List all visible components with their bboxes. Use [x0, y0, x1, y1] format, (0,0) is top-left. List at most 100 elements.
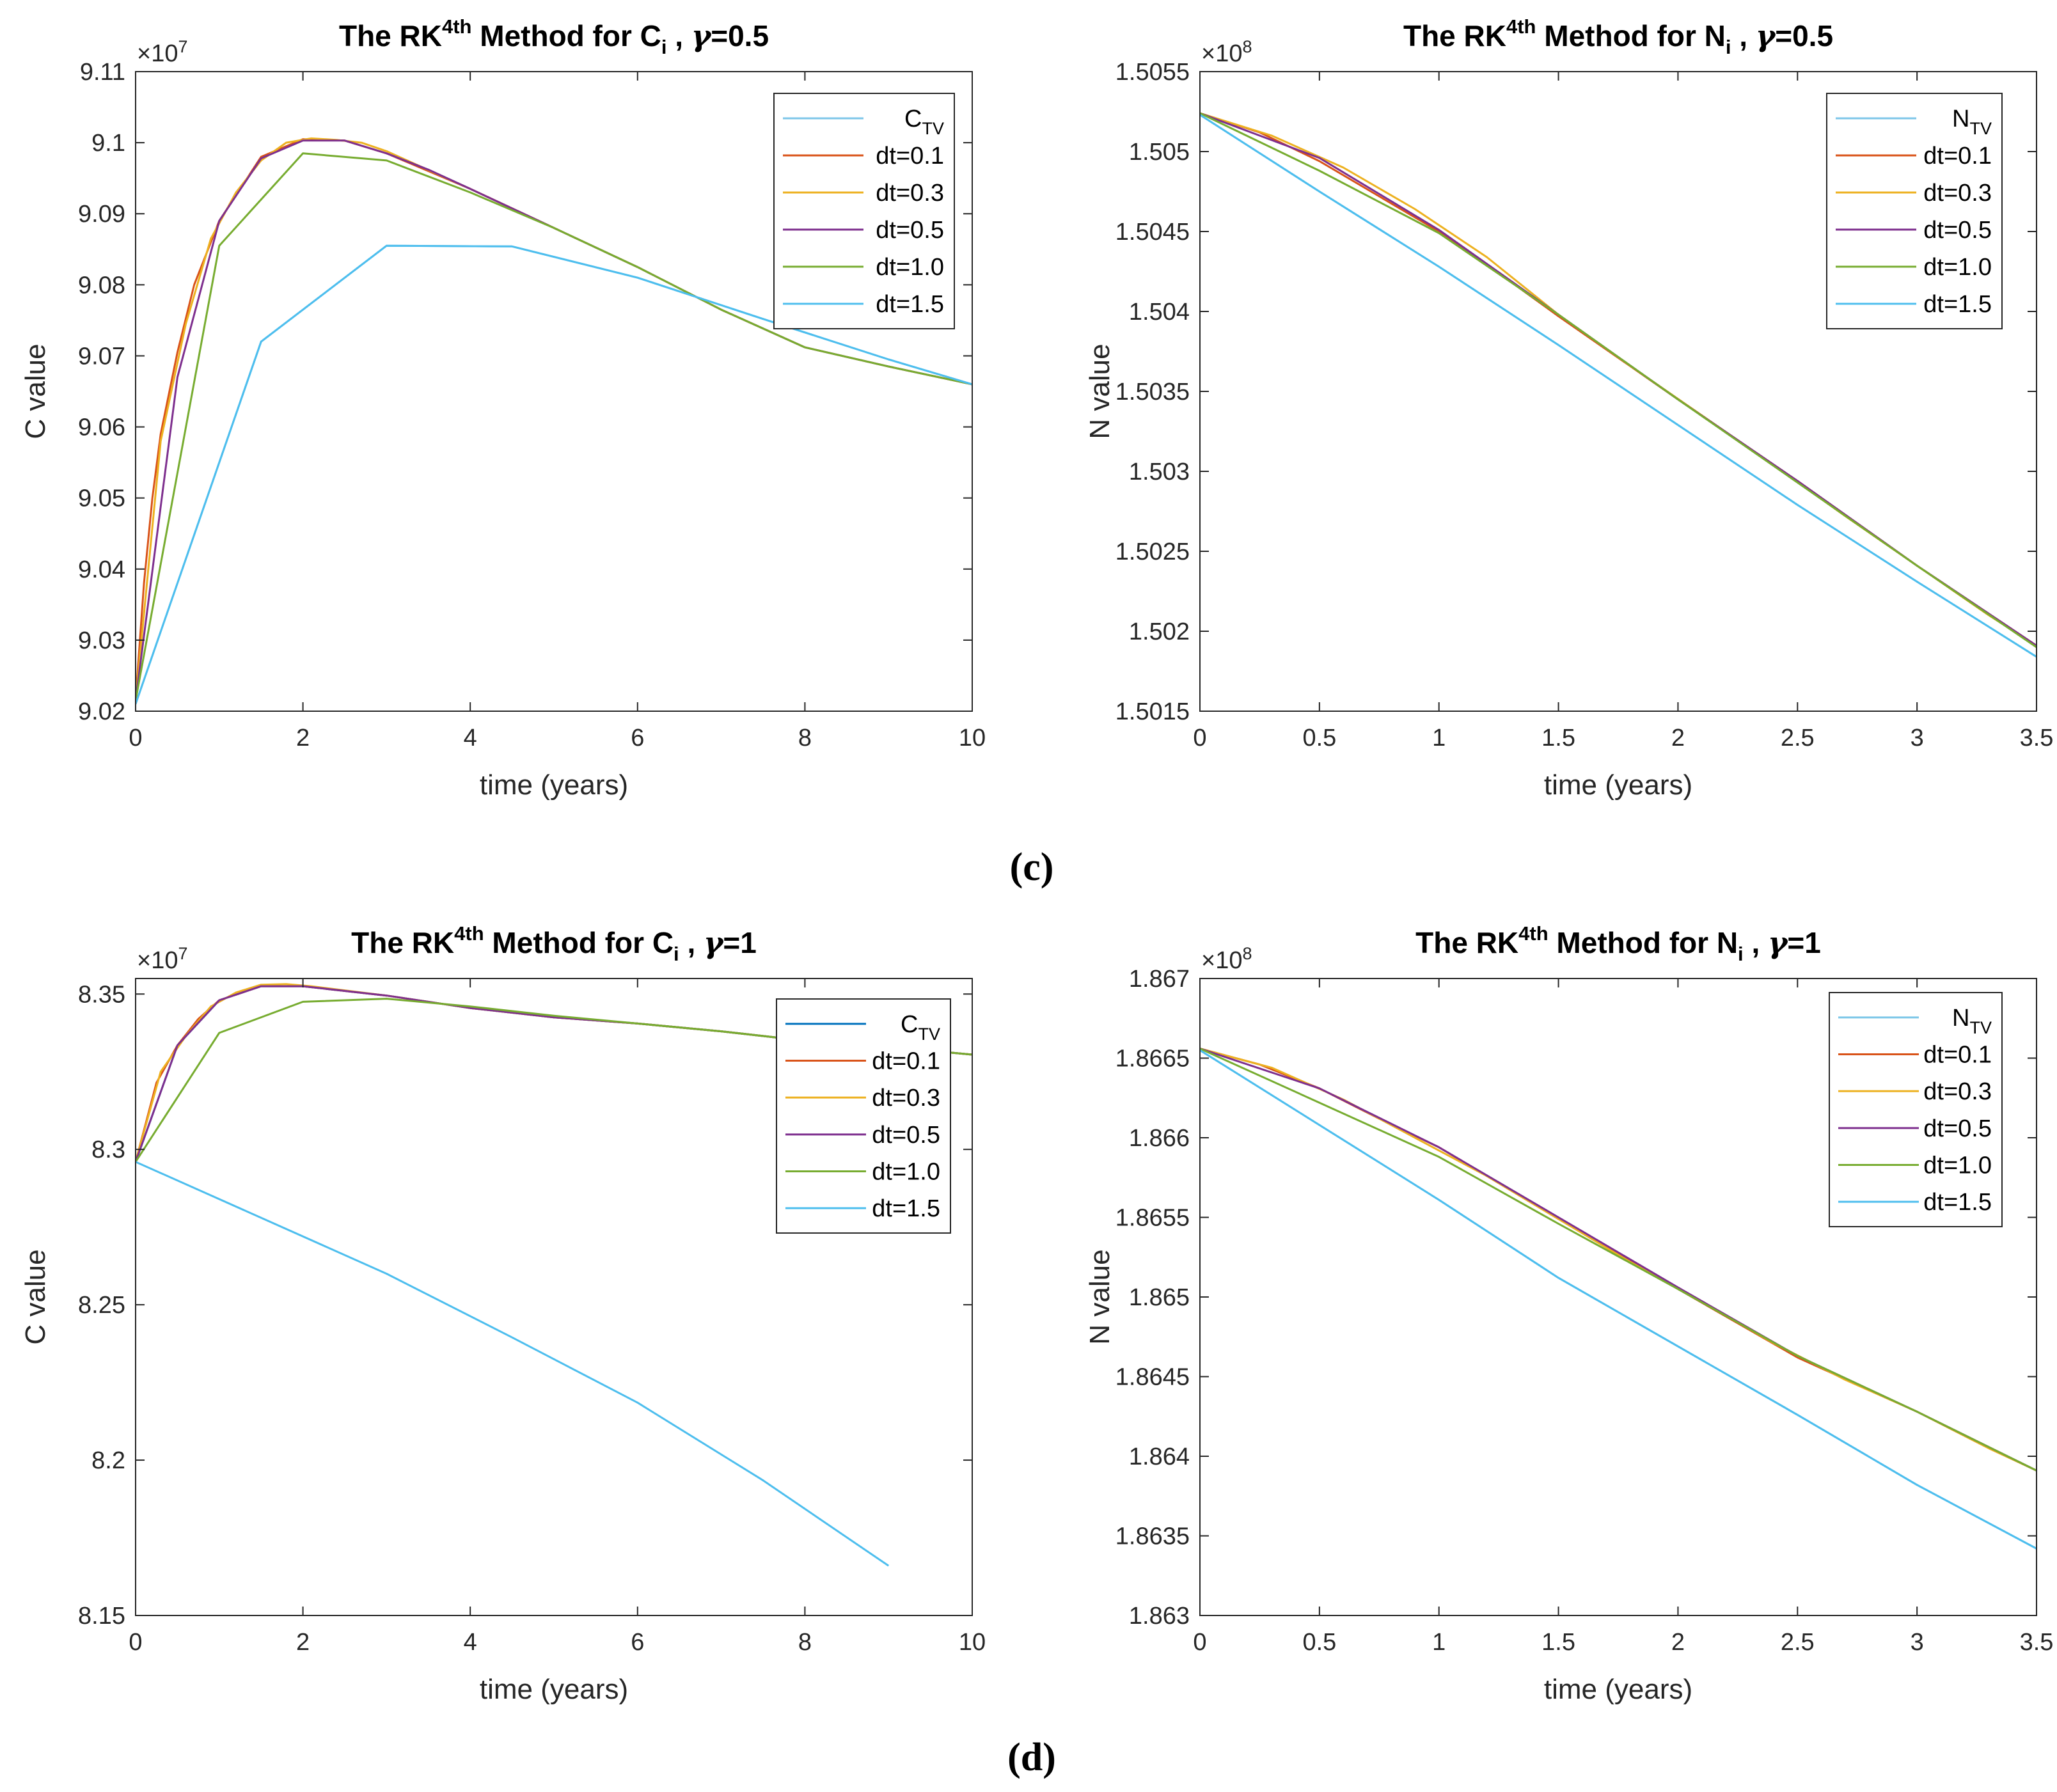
legend-entry: dt=1.0: [1923, 254, 1992, 281]
y-tick-label: 1.5015: [1115, 698, 1190, 725]
x-tick-label: 0.5: [1302, 725, 1336, 751]
legend: CTV dt=0.1 dt=0.3 dt=0.5 dt=1.0 dt=1.5: [773, 93, 955, 329]
y-tick-label: 1.505: [1129, 139, 1190, 166]
y-tick-label: 9.02: [78, 698, 125, 725]
x-tick-label: 1: [1432, 725, 1446, 751]
y-tick-label: 8.35: [78, 981, 125, 1008]
legend-box: [776, 998, 951, 1234]
y-exponent-label: ×107: [137, 37, 188, 67]
x-tick-label: 2.5: [1781, 725, 1815, 751]
legend-entry: NTV: [1952, 1005, 1992, 1037]
y-tick-label: 9.04: [78, 556, 125, 583]
x-tick-label: 6: [631, 725, 644, 751]
chart-0: 0 2 4 6 8 10 9.02 9.03 9.04 9.05 9.06 9.07 9.08 9.09 9…: [20, 15, 986, 801]
y-tick-label: 9.05: [78, 485, 125, 512]
chart-title: The RK4th Method for Ci , γ=0.5: [339, 15, 769, 58]
panel-label-d: (d): [1007, 1736, 1056, 1779]
x-axis-label: time (years): [480, 769, 628, 801]
legend-entry: dt=0.5: [1923, 1115, 1992, 1142]
series-line-dt10: [1200, 112, 2037, 648]
y-tick-label: 9.06: [78, 414, 125, 441]
x-tick-label: 3.5: [2020, 725, 2054, 751]
x-tick-label: 10: [959, 725, 986, 751]
legend-entry: dt=0.5: [1923, 217, 1992, 244]
x-tick-label: 0: [129, 1629, 142, 1656]
x-axis-label: time (years): [480, 1674, 628, 1705]
series-group: [136, 137, 972, 705]
legend-entry: dt=1.0: [1923, 1152, 1992, 1179]
y-tick-label: 1.8655: [1115, 1205, 1190, 1232]
x-tick-label: 0.5: [1302, 1629, 1336, 1656]
chart-title: The RK4th Method for Ni , γ=0.5: [1403, 15, 1833, 58]
series-line-dt15: [1200, 114, 2037, 658]
legend-box: [1829, 992, 2003, 1227]
legend-entry: dt=0.1: [1923, 1042, 1992, 1069]
y-exponent-label: ×108: [1201, 37, 1252, 67]
x-tick-label: 1: [1432, 1629, 1446, 1656]
y-tick-label: 1.864: [1129, 1443, 1190, 1470]
legend-entry: CTV: [904, 106, 944, 138]
y-tick-label: 1.8635: [1115, 1523, 1190, 1550]
x-tick-label: 2: [1671, 725, 1685, 751]
series-group: [1200, 112, 2037, 658]
charts-container: 0 2 4 6 8 109.029.039.049.059.069.079.089.099…: [20, 15, 2053, 1705]
legend-entry: dt=0.5: [876, 217, 944, 244]
y-tick-label: 1.5045: [1115, 219, 1190, 246]
y-tick-label: 1.8645: [1115, 1364, 1190, 1391]
y-tick-label: 1.5025: [1115, 538, 1190, 565]
y-tick-label: 1.863: [1129, 1603, 1190, 1630]
y-axis-label: N value: [1084, 1249, 1115, 1344]
legend-entry: dt=0.1: [872, 1048, 940, 1075]
legend-box: [1826, 93, 2003, 329]
x-tick-label: 8: [798, 1629, 812, 1656]
series-line-dt10: [1200, 1048, 2037, 1472]
x-tick-label: 3: [1911, 1629, 1924, 1656]
y-tick-label: 8.2: [91, 1447, 125, 1474]
y-tick-label: 1.5035: [1115, 379, 1190, 405]
legend-entry: dt=1.0: [876, 254, 944, 281]
x-tick-label: 6: [631, 1629, 644, 1656]
chart-1: 0 0.5 1 1.5 2 2.5 3 3.5 1.5015 1.502 1.5025 1.503 1.…: [1084, 15, 2053, 801]
legend: NTV dt=0.1 dt=0.3 dt=0.5 dt=1.0 dt=1.5: [1826, 93, 2003, 329]
x-tick-label: 1.5: [1541, 1629, 1575, 1656]
axes-box: [135, 71, 973, 712]
x-tick-label: 2: [296, 1629, 310, 1656]
x-tick-label: 0: [129, 725, 142, 751]
legend-entry: dt=0.1: [876, 143, 944, 169]
legend-entry: dt=0.3: [1923, 1078, 1992, 1105]
y-tick-label: 9.1: [91, 130, 125, 157]
y-tick-label: 8.25: [78, 1292, 125, 1319]
legend-entry: dt=1.5: [1923, 291, 1992, 318]
x-tick-label: 2: [296, 725, 310, 751]
x-tick-label: 2: [1671, 1629, 1685, 1656]
legend: NTV dt=0.1 dt=0.3 dt=0.5 dt=1.0 dt=1.5: [1829, 992, 2003, 1227]
series-line-dt10: [136, 152, 972, 701]
x-tick-label: 3.5: [2020, 1629, 2054, 1656]
legend-entry: dt=0.1: [1923, 143, 1992, 169]
series-line-dt15: [136, 244, 972, 705]
y-tick-label: 1.502: [1129, 618, 1190, 645]
y-axis-label: C value: [20, 343, 51, 439]
x-tick-label: 1.5: [1541, 725, 1575, 751]
legend-entry: dt=0.3: [872, 1085, 940, 1112]
legend-entry: dt=0.3: [876, 180, 944, 207]
axes-box: [135, 978, 973, 1616]
x-tick-label: 10: [959, 1629, 986, 1656]
y-tick-label: 8.15: [78, 1603, 125, 1630]
y-tick-label: 9.08: [78, 272, 125, 299]
legend-entry: dt=1.5: [872, 1195, 940, 1222]
y-tick-label: 1.5055: [1115, 59, 1190, 86]
chart-title: The RK4th Method for Ci , γ=1: [351, 922, 757, 965]
y-tick-label: 1.8665: [1115, 1046, 1190, 1073]
x-tick-label: 2.5: [1781, 1629, 1815, 1656]
y-tick-label: 9.03: [78, 627, 125, 654]
series-line-dt15: [1200, 1049, 2037, 1550]
x-tick-label: 4: [464, 725, 477, 751]
y-tick-label: 1.867: [1129, 966, 1190, 993]
legend: CTV dt=0.1 dt=0.3 dt=0.5 dt=1.0 dt=1.5: [776, 998, 951, 1234]
series-line-dt15: [136, 1161, 890, 1567]
y-tick-label: 9.11: [80, 59, 125, 86]
y-axis-label: N value: [1084, 343, 1115, 439]
legend-entry: dt=1.5: [876, 291, 944, 318]
